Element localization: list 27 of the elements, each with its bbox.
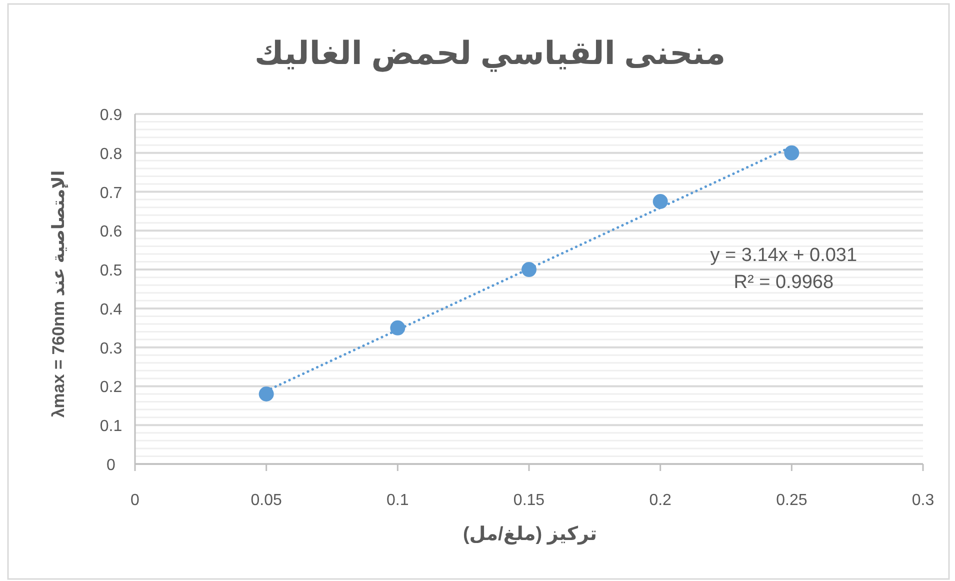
x-tick-label: 0.1 [386, 492, 409, 509]
y-tick-label: 0.1 [100, 418, 122, 436]
chart-title: منحنى القياسي لحمض الغاليك [254, 35, 726, 72]
y-tick-label: 0.6 [100, 224, 122, 241]
y-tick-label: 0 [106, 457, 116, 474]
x-tick-label: 0.2 [649, 492, 672, 509]
y-tick-label: 0.2 [100, 379, 122, 396]
point [652, 194, 668, 209]
x-tick-label: 0 [130, 492, 140, 509]
x-tick-label: 0.25 [776, 492, 808, 509]
x-tick-label: 0.15 [513, 492, 545, 509]
x-axis-title: تركيز (ملغ/مل) [462, 524, 598, 545]
x-tick-label: 0.05 [250, 492, 282, 509]
y-tick-label: 0.3 [100, 340, 122, 358]
y-tick-label: 0.9 [100, 107, 122, 124]
y-tick-label: 0.5 [100, 262, 122, 280]
point [390, 320, 406, 336]
annotation: y = 3.14x + 0.031 [710, 245, 858, 266]
y-axis-title: الإمتصاصية عند λmax = 760nm [49, 170, 69, 418]
point [522, 262, 536, 278]
point [784, 145, 800, 160]
y-tick-label: 0.8 [100, 146, 122, 163]
annotation: R² = 0.9968 [734, 272, 834, 293]
y-tick-label: 0.7 [100, 184, 122, 202]
x-tick-label: 0.3 [912, 492, 934, 509]
point [258, 386, 274, 402]
y-tick-label: 0.4 [100, 301, 122, 318]
